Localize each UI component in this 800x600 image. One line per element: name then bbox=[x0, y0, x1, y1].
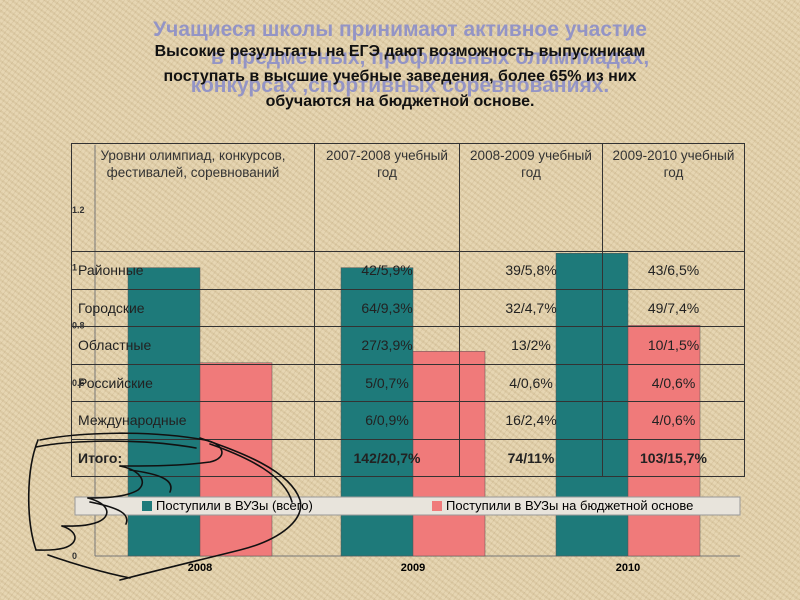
table-row: Областные 27/3,9% 13/2% 10/1,5% bbox=[71, 326, 745, 365]
header-year-2008: 2008-2009 учебный год bbox=[459, 143, 603, 252]
x-tick-label: 2009 bbox=[401, 562, 425, 574]
table-cell: 49/7,4% bbox=[602, 288, 745, 327]
table-header-row: Уровни олимпиад, конкурсов, фестивалей, … bbox=[71, 143, 745, 252]
table-cell: 16/2,4% bbox=[459, 401, 603, 440]
total-cell: 103/15,7% bbox=[602, 438, 745, 477]
table-cell: 43/6,5% bbox=[602, 251, 745, 290]
row-label: Областные bbox=[71, 326, 315, 365]
table-cell: 6/0,9% bbox=[314, 401, 460, 440]
table-row: Российские 5/0,7% 4/0,6% 4/0,6% bbox=[71, 363, 745, 402]
table-cell: 64/9,3% bbox=[314, 288, 460, 327]
table-cell: 42/5,9% bbox=[314, 251, 460, 290]
heading-participation-line3: конкурсах ,спортивных соревнованиях. bbox=[190, 74, 610, 97]
heading-participation-line2: в предметных, профильных олимпиадах, bbox=[210, 46, 650, 69]
heading-exam-line2: поступать в высшие учебные заведения, бо… bbox=[163, 68, 637, 85]
row-label: Российские bbox=[71, 363, 315, 402]
chart-legend: Поступили в ВУЗы (всего) Поступили в ВУЗ… bbox=[74, 496, 741, 516]
heading-exam-line3: обучаются на бюджетной основе. bbox=[265, 93, 535, 110]
y-tick-label: 0 bbox=[72, 551, 77, 561]
x-tick-label: 2010 bbox=[616, 562, 640, 574]
table-total-row: Итого: 142/20,7% 74/11% 103/15,7% bbox=[71, 438, 745, 477]
x-tick-label: 2008 bbox=[188, 562, 212, 574]
table-cell: 10/1,5% bbox=[602, 326, 745, 365]
table-cell: 4/0,6% bbox=[459, 363, 603, 402]
header-year-2007: 2007-2008 учебный год bbox=[314, 143, 460, 252]
table-row: Районные 42/5,9% 39/5,8% 43/6,5% bbox=[71, 251, 745, 290]
heading-participation-line1: Учащиеся школы принимают активное участи… bbox=[153, 18, 647, 41]
row-label: Районные bbox=[71, 251, 315, 290]
table-cell: 27/3,9% bbox=[314, 326, 460, 365]
heading-exam-line1: Высокие результаты на ЕГЭ дают возможнос… bbox=[154, 43, 646, 60]
olympiad-results-table: Уровни олимпиад, конкурсов, фестивалей, … bbox=[71, 143, 745, 477]
header-levels: Уровни олимпиад, конкурсов, фестивалей, … bbox=[71, 143, 315, 252]
heading-exam-results: Высокие результаты на ЕГЭ дают возможнос… bbox=[0, 39, 800, 114]
table-row: Международные 6/0,9% 16/2,4% 4/0,6% bbox=[71, 401, 745, 440]
table-cell: 13/2% bbox=[459, 326, 603, 365]
table-cell: 5/0,7% bbox=[314, 363, 460, 402]
legend-label-total: Поступили в ВУЗы (всего) bbox=[156, 498, 313, 513]
legend-swatch-budget bbox=[432, 501, 442, 511]
legend-label-budget: Поступили в ВУЗы на бюджетной основе bbox=[446, 498, 693, 513]
legend-swatch-total bbox=[142, 501, 152, 511]
total-cell: 142/20,7% bbox=[314, 438, 460, 477]
row-label: Городские bbox=[71, 288, 315, 327]
table-cell: 4/0,6% bbox=[602, 363, 745, 402]
header-year-2009: 2009-2010 учебный год bbox=[602, 143, 745, 252]
heading-participation: Учащиеся школы принимают активное участи… bbox=[0, 16, 800, 100]
